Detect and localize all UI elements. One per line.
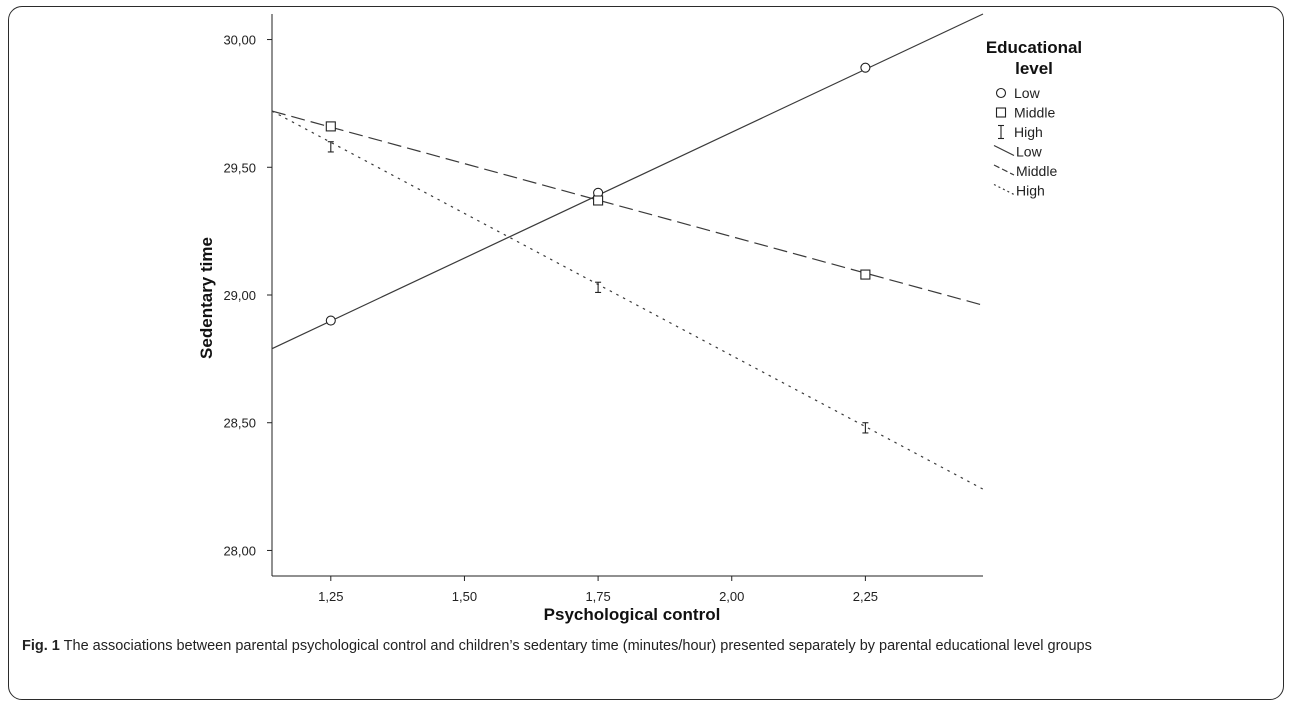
x-tick-label: 1,50 xyxy=(452,589,477,604)
x-tick-label: 2,00 xyxy=(719,589,744,604)
legend-line-high xyxy=(993,183,1015,196)
x-tick-label: 1,75 xyxy=(585,589,610,604)
figure-caption: Fig. 1 The associations between parental… xyxy=(22,636,1262,656)
legend-line-middle xyxy=(993,164,1015,176)
y-tick-label: 29,50 xyxy=(223,160,256,175)
data-point-high xyxy=(595,281,602,293)
series-markers xyxy=(325,62,871,434)
legend-label-middle: Middle xyxy=(1014,105,1055,121)
legend-line-low xyxy=(993,144,1015,157)
series-line-middle xyxy=(271,110,984,306)
series-line-low xyxy=(271,13,984,350)
data-point-low xyxy=(325,315,336,326)
x-axis-label: Psychological control xyxy=(544,605,721,624)
y-tick-label: 29,00 xyxy=(223,288,256,303)
figure-frame xyxy=(8,6,1284,700)
series-lines xyxy=(271,13,984,490)
caption-text: The associations between parental psycho… xyxy=(59,638,1092,654)
legend-marker-low xyxy=(995,87,1007,99)
legend-title-line1: Educational xyxy=(986,38,1082,57)
y-tick-label: 28,00 xyxy=(223,543,256,558)
y-axis-label: Sedentary time xyxy=(197,237,216,359)
legend-label-low: Low xyxy=(1014,85,1041,101)
data-point-middle xyxy=(325,121,336,132)
legend: Educational level Low Middle High Low Middle… xyxy=(986,38,1082,199)
legend-line-label-high: High xyxy=(1016,183,1045,199)
data-point-high xyxy=(862,422,869,434)
legend-label-high: High xyxy=(1014,124,1043,140)
data-point-low xyxy=(860,62,871,73)
caption-label: Fig. 1 xyxy=(22,638,60,654)
x-ticks: 1,25 1,50 1,75 2,00 2,25 xyxy=(318,576,878,604)
y-ticks: 28,00 28,50 29,00 29,50 30,00 xyxy=(223,33,272,558)
legend-line-label-middle: Middle xyxy=(1016,163,1057,179)
data-point-middle xyxy=(860,269,871,280)
y-tick-label: 30,00 xyxy=(223,33,256,48)
axes xyxy=(271,14,983,577)
data-point-middle xyxy=(593,195,604,206)
legend-line-label-low: Low xyxy=(1016,144,1043,160)
series-line-high xyxy=(271,110,984,490)
y-tick-label: 28,50 xyxy=(223,416,256,431)
line-chart: 1,25 1,50 1,75 2,00 2,25 28,00 28,50 29,00 29,5… xyxy=(197,13,1082,624)
x-tick-label: 2,25 xyxy=(853,589,878,604)
x-tick-label: 1,25 xyxy=(318,589,343,604)
legend-marker-middle xyxy=(995,107,1007,118)
legend-title-line2: level xyxy=(1015,59,1053,78)
data-point-high xyxy=(327,141,334,153)
legend-marker-high xyxy=(998,124,1004,140)
